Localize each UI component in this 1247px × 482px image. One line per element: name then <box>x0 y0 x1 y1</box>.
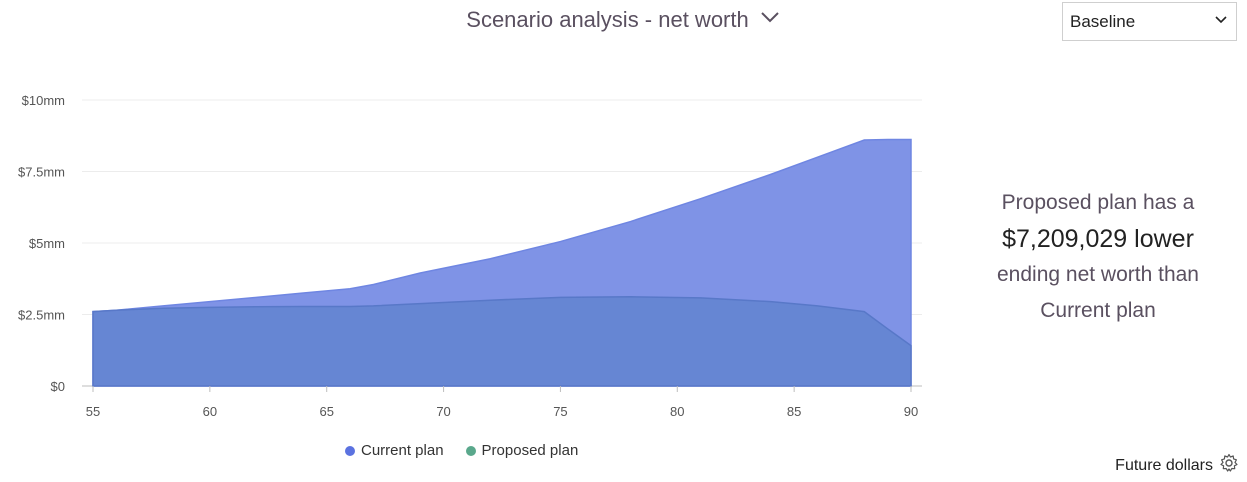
chevron-down-icon <box>759 6 781 34</box>
future-dollars-label: Future dollars <box>1115 456 1213 474</box>
x-tick-label: 75 <box>553 404 567 419</box>
x-tick-label: 55 <box>86 404 100 419</box>
legend-dot-current <box>345 445 355 456</box>
chart-title-dropdown[interactable]: Scenario analysis - net worth <box>466 6 780 34</box>
y-tick-label: $5mm <box>29 236 65 251</box>
future-dollars-toggle[interactable]: Future dollars <box>1115 453 1239 478</box>
y-tick-label: $7.5mm <box>18 165 65 180</box>
x-tick-label: 65 <box>319 404 333 419</box>
summary-line-4: Current plan <box>1040 299 1156 322</box>
y-tick-label: $2.5mm <box>18 308 65 323</box>
net-worth-chart: $0 $2.5mm $5mm $7.5mm $10mm 55 60 65 70 75 80 85 90 <box>18 93 922 419</box>
summary-line-3: ending net worth than <box>997 263 1199 286</box>
proposed-plan-area[interactable] <box>92 296 912 387</box>
y-tick-label: $0 <box>51 379 65 394</box>
chart-legend: Current plan Proposed plan <box>345 442 578 459</box>
scenario-select[interactable]: Baseline <box>1062 2 1237 41</box>
summary-line-1: Proposed plan has a <box>1001 191 1195 214</box>
x-tick-label: 70 <box>436 404 450 419</box>
x-tick-label: 90 <box>904 404 918 419</box>
legend-label-proposed: Proposed plan <box>481 442 579 459</box>
legend-item-current-plan[interactable]: Current plan <box>345 442 444 459</box>
chevron-down-icon <box>1214 12 1228 32</box>
gear-icon[interactable] <box>1219 453 1239 478</box>
comparison-summary: Proposed plan has a $7,209,029 lower end… <box>958 185 1238 329</box>
legend-dot-proposed <box>465 445 476 456</box>
legend-item-proposed-plan[interactable]: Proposed plan <box>465 442 579 459</box>
x-tick-label: 85 <box>787 404 801 419</box>
scenario-select-value: Baseline <box>1070 11 1136 31</box>
chart-title: Scenario analysis - net worth <box>466 7 749 32</box>
legend-label-current: Current plan <box>361 442 444 459</box>
x-tick-label: 60 <box>203 404 217 419</box>
summary-amount: $7,209,029 lower <box>1002 225 1194 253</box>
x-tick-label: 80 <box>670 404 684 419</box>
y-tick-label: $10mm <box>22 93 65 108</box>
